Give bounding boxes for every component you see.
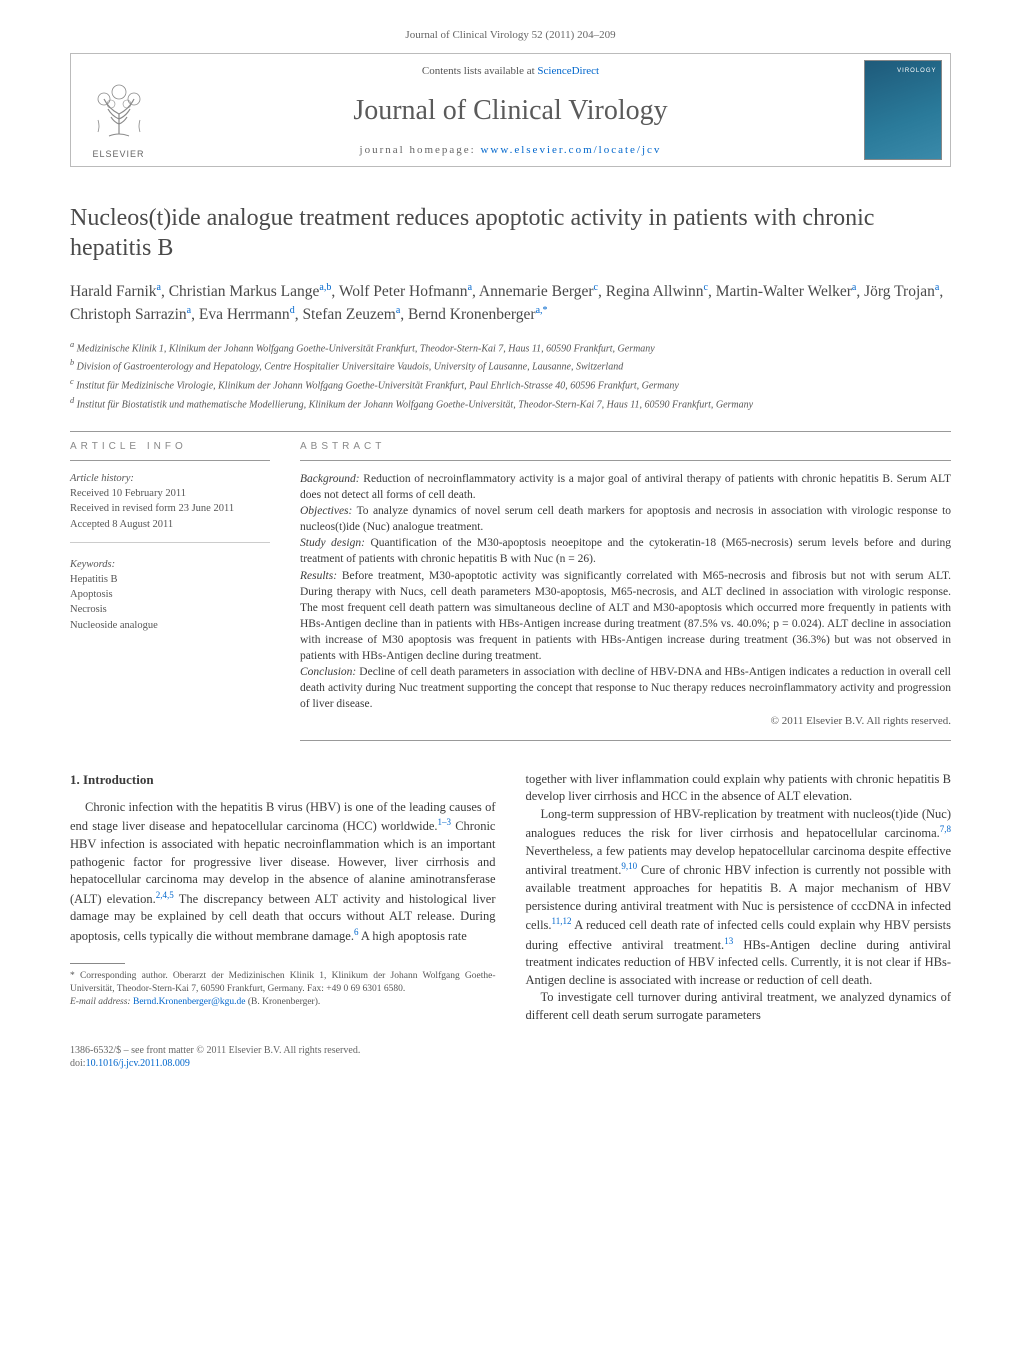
email-suffix: (B. Kronenberger). xyxy=(246,997,321,1007)
author-list: Harald Farnika, Christian Markus Langea,… xyxy=(70,281,951,326)
history-line: Received in revised form 23 June 2011 xyxy=(70,501,270,516)
corresponding-author: * Corresponding author. Oberarzt der Med… xyxy=(70,970,496,996)
paragraph: Chronic infection with the hepatitis B v… xyxy=(70,799,496,945)
affiliation-line: c Institut für Medizinische Virologie, K… xyxy=(70,376,951,394)
paragraph: To investigate cell turnover during anti… xyxy=(526,989,952,1024)
email-link[interactable]: Bernd.Kronenberger@kgu.de xyxy=(133,997,246,1007)
footnote-rule xyxy=(70,963,125,964)
journal-masthead: ELSEVIER Contents lists available at Sci… xyxy=(70,53,951,167)
publisher-logo-block: ELSEVIER xyxy=(71,54,166,166)
homepage-line: journal homepage: www.elsevier.com/locat… xyxy=(174,143,847,158)
email-line: E-mail address: Bernd.Kronenberger@kgu.d… xyxy=(70,996,496,1009)
abstract-objectives: Objectives: To analyze dynamics of novel… xyxy=(300,503,951,535)
affiliation-line: a Medizinische Klinik 1, Klinikum der Jo… xyxy=(70,339,951,357)
keywords-head: Keywords: xyxy=(70,557,270,572)
issn-line: 1386-6532/$ – see front matter © 2011 El… xyxy=(70,1044,951,1057)
email-label: E-mail address: xyxy=(70,997,133,1007)
abstract-conclusion: Conclusion: Decline of cell death parame… xyxy=(300,664,951,712)
keyword: Hepatitis B xyxy=(70,572,270,587)
affiliation-line: d Institut für Biostatistik und mathemat… xyxy=(70,395,951,413)
abstract-study-design: Study design: Quantification of the M30-… xyxy=(300,535,951,567)
keywords-block: Keywords: Hepatitis B Apoptosis Necrosis… xyxy=(70,557,270,633)
publisher-name: ELSEVIER xyxy=(92,148,144,161)
sciencedirect-link[interactable]: ScienceDirect xyxy=(537,65,599,77)
abstract-body: Background: Reduction of necroinflammato… xyxy=(300,471,951,741)
keyword: Apoptosis xyxy=(70,587,270,602)
keyword: Nucleoside analogue xyxy=(70,618,270,633)
abstract-label: abstract xyxy=(300,432,951,461)
affiliations: a Medizinische Klinik 1, Klinikum der Jo… xyxy=(70,339,951,413)
section-number: 1. xyxy=(70,772,80,787)
history-head: Article history: xyxy=(70,471,270,486)
affiliation-line: b Division of Gastroenterology and Hepat… xyxy=(70,357,951,375)
article-info-column: article info Article history: Received 1… xyxy=(70,432,270,741)
contents-available-line: Contents lists available at ScienceDirec… xyxy=(174,64,847,79)
body-text: 1. Introduction Chronic infection with t… xyxy=(70,771,951,1025)
article-info-label: article info xyxy=(70,432,270,461)
abstract-column: abstract Background: Reduction of necroi… xyxy=(300,432,951,741)
homepage-prefix: journal homepage: xyxy=(360,144,481,156)
paragraph: together with liver inflammation could e… xyxy=(526,771,952,806)
doi-link[interactable]: 10.1016/j.jcv.2011.08.009 xyxy=(86,1058,190,1069)
footnotes: * Corresponding author. Oberarzt der Med… xyxy=(70,970,496,1008)
abstract-results: Results: Before treatment, M30-apoptotic… xyxy=(300,568,951,665)
copyright-line: © 2011 Elsevier B.V. All rights reserved… xyxy=(300,714,951,729)
journal-name: Journal of Clinical Virology xyxy=(174,91,847,130)
doi-line: doi:10.1016/j.jcv.2011.08.009 xyxy=(70,1057,951,1070)
masthead-center: Contents lists available at ScienceDirec… xyxy=(166,54,855,166)
section-heading: 1. Introduction xyxy=(70,771,496,789)
article-title: Nucleos(t)ide analogue treatment reduces… xyxy=(70,203,951,263)
article-history: Article history: Received 10 February 20… xyxy=(70,471,270,543)
paragraph: Long-term suppression of HBV-replication… xyxy=(526,806,952,990)
section-title: Introduction xyxy=(83,772,154,787)
journal-cover-icon xyxy=(864,60,942,160)
running-header: Journal of Clinical Virology 52 (2011) 2… xyxy=(70,28,951,43)
page-footer: 1386-6532/$ – see front matter © 2011 El… xyxy=(70,1044,951,1070)
elsevier-tree-icon xyxy=(84,74,154,144)
abstract-background: Background: Reduction of necroinflammato… xyxy=(300,471,951,503)
history-line: Received 10 February 2011 xyxy=(70,486,270,501)
keyword: Necrosis xyxy=(70,602,270,617)
doi-prefix: doi: xyxy=(70,1058,86,1069)
history-line: Accepted 8 August 2011 xyxy=(70,517,270,532)
homepage-link[interactable]: www.elsevier.com/locate/jcv xyxy=(480,144,661,156)
contents-prefix: Contents lists available at xyxy=(422,65,537,77)
cover-thumb-block xyxy=(855,54,950,166)
